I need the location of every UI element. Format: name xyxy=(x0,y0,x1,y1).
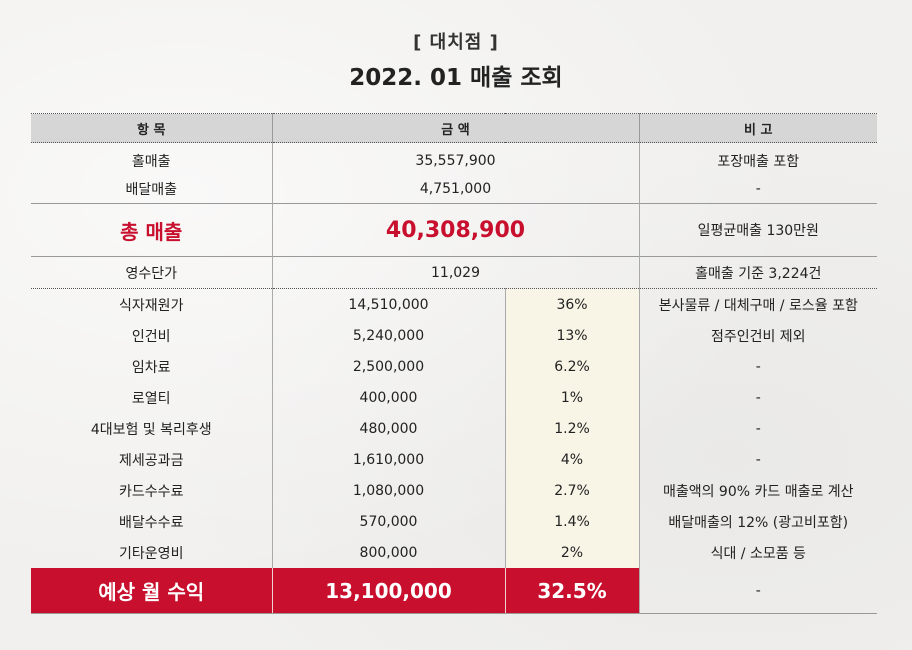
column-header-amount: 금 액 xyxy=(271,113,640,143)
row-amount: 400,000 xyxy=(271,382,505,413)
store-name: [ 대치점 ] xyxy=(413,32,499,53)
row-percent: 6.2% xyxy=(504,351,640,382)
table-header-row: 항 목 금 액 비 고 xyxy=(31,113,878,143)
row-item: 배달매출 xyxy=(125,182,178,198)
table-row: 카드수수료 1,080,000 2.7% 매출액의 90% 카드 매출로 계산 xyxy=(31,475,878,506)
expected-profit-label: 예상 월 수익 xyxy=(31,568,272,614)
row-note: - xyxy=(638,351,878,382)
total-sales-amount: 40,308,900 xyxy=(271,203,640,257)
unit-price-label: 영수단가 xyxy=(31,256,272,289)
total-sales-row: 총 매출 40,308,900 일평균매출 130만원 xyxy=(31,203,878,257)
row-note: - xyxy=(638,175,878,204)
column-header-item: 항 목 xyxy=(31,113,272,143)
row-item: 임차료 xyxy=(131,359,171,376)
row-item: 홀매출 xyxy=(131,154,171,170)
row-amount: 800,000 xyxy=(271,537,505,568)
unit-price-row: 영수단가 11,029 홀매출 기준 3,224건 xyxy=(31,256,878,289)
row-percent: 2.7% xyxy=(504,475,640,506)
row-item: 로열티 xyxy=(131,390,171,407)
unit-price-note: 홀매출 기준 3,224건 xyxy=(638,256,878,289)
row-percent: 36% xyxy=(504,288,640,320)
row-note: - xyxy=(638,382,878,413)
table-row: 배달매출 4,751,000 - xyxy=(31,175,878,204)
row-amount: 1,080,000 xyxy=(271,475,505,506)
row-note: 식대 / 소모품 등 xyxy=(638,537,878,568)
row-item: 제세공과금 xyxy=(119,452,184,469)
row-note: 본사물류 / 대체구매 / 로스율 포함 xyxy=(638,288,878,320)
table-row: 배달수수료 570,000 1.4% 배달매출의 12% (광고비포함) xyxy=(31,506,878,537)
row-amount: 480,000 xyxy=(271,413,505,444)
row-amount: 35,557,900 xyxy=(271,142,640,175)
row-item: 카드수수료 xyxy=(119,483,184,500)
row-note: - xyxy=(638,444,878,475)
row-note: - xyxy=(638,413,878,444)
table-row: 홀매출 35,557,900 포장매출 포함 xyxy=(31,142,878,175)
column-header-note: 비 고 xyxy=(638,113,878,143)
row-amount: 14,510,000 xyxy=(271,288,505,320)
total-sales-note: 일평균매출 130만원 xyxy=(638,203,878,257)
row-item: 기타운영비 xyxy=(119,545,184,562)
row-percent: 1.2% xyxy=(504,413,640,444)
expected-profit-percent: 32.5% xyxy=(504,568,640,614)
table-row: 식자재원가 14,510,000 36% 본사물류 / 대체구매 / 로스율 포… xyxy=(31,288,878,320)
table-row: 4대보험 및 복리후생 480,000 1.2% - xyxy=(31,413,878,444)
row-item: 배달수수료 xyxy=(119,514,184,531)
row-amount: 5,240,000 xyxy=(271,320,505,351)
row-note: 매출액의 90% 카드 매출로 계산 xyxy=(638,475,878,506)
row-percent: 13% xyxy=(504,320,640,351)
page-title: 2022. 01 매출 조회 xyxy=(349,65,563,91)
row-amount: 1,610,000 xyxy=(271,444,505,475)
row-note: 배달매출의 12% (광고비포함) xyxy=(638,506,878,537)
row-percent: 1% xyxy=(504,382,640,413)
row-note: 포장매출 포함 xyxy=(638,142,878,175)
row-item: 4대보험 및 복리후생 xyxy=(90,421,212,438)
row-item: 인건비 xyxy=(131,328,171,345)
row-amount: 570,000 xyxy=(271,506,505,537)
expected-profit-note: - xyxy=(638,568,878,614)
row-percent: 1.4% xyxy=(504,506,640,537)
row-amount: 4,751,000 xyxy=(271,175,640,204)
row-percent: 2% xyxy=(504,537,640,568)
expected-profit-row: 예상 월 수익 13,100,000 32.5% - xyxy=(31,568,878,614)
row-amount: 2,500,000 xyxy=(271,351,505,382)
unit-price-amount: 11,029 xyxy=(271,256,640,289)
row-item: 식자재원가 xyxy=(31,288,272,320)
table-row: 기타운영비 800,000 2% 식대 / 소모품 등 xyxy=(31,537,878,568)
row-note: 점주인건비 제외 xyxy=(638,320,878,351)
sales-report-table: 항 목 금 액 비 고 홀매출 35,557,900 포장매출 포함 배달매출 … xyxy=(31,113,878,614)
table-row: 제세공과금 1,610,000 4% - xyxy=(31,444,878,475)
expected-profit-amount: 13,100,000 xyxy=(271,568,505,614)
table-row: 임차료 2,500,000 6.2% - xyxy=(31,351,878,382)
table-row: 로열티 400,000 1% - xyxy=(31,382,878,413)
table-row: 인건비 5,240,000 13% 점주인건비 제외 xyxy=(31,320,878,351)
row-percent: 4% xyxy=(504,444,640,475)
total-sales-label: 총 매출 xyxy=(31,203,272,257)
